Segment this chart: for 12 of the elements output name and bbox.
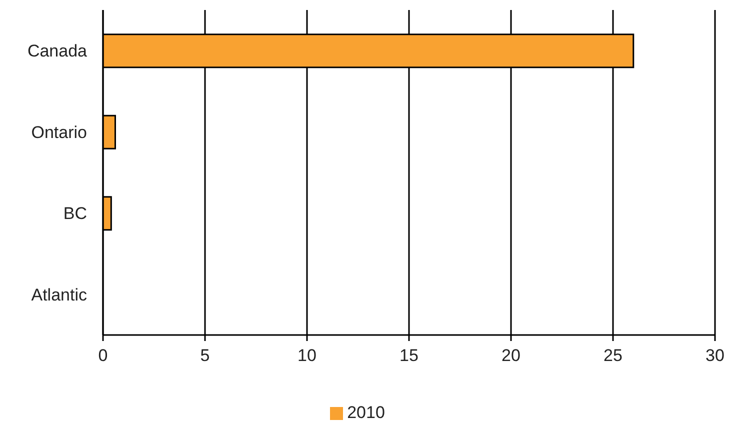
x-tick-label: 5 [200,346,210,366]
y-tick-label: Ontario [31,122,87,142]
x-tick-label: 25 [604,346,622,366]
x-tick-label: 10 [298,346,316,366]
y-tick-label: Atlantic [31,285,88,304]
x-tick-label: 30 [706,346,724,366]
x-tick-label: 15 [400,346,418,366]
x-tick-label: 0 [98,346,108,366]
x-tick-label: 20 [502,346,520,366]
y-tick-label: BC [63,204,87,224]
y-tick-label: Canada [27,42,88,61]
legend-label: 2010 [347,403,385,422]
